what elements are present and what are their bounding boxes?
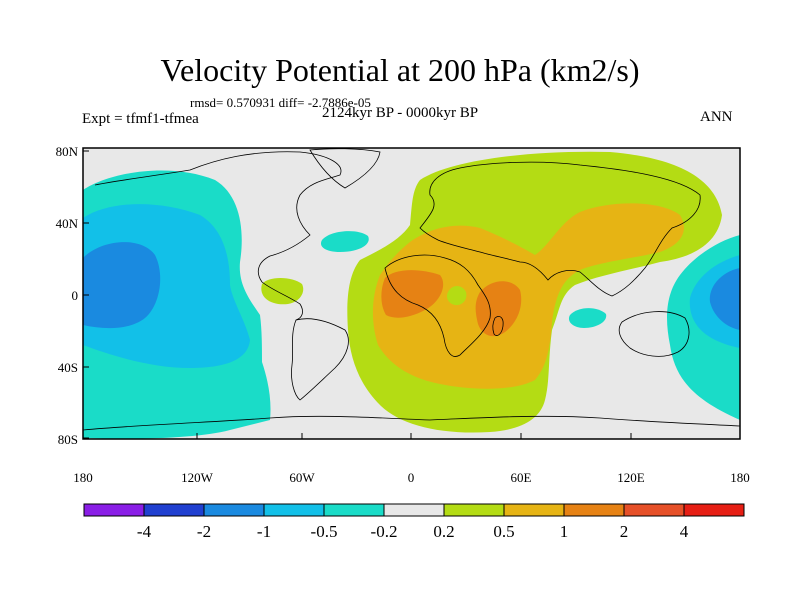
xlabel-120w: 120W [181,470,213,485]
colorbar-label: -2 [196,522,212,541]
plot-title: Velocity Potential at 200 hPa (km2/s) [160,52,640,88]
season-label: ANN [700,109,733,125]
xlabel-60e: 60E [510,470,532,485]
contour-field [83,148,740,439]
contour-neg-1-pacific-east [709,268,740,330]
ylabel-80n: 80N [55,144,78,159]
coast-africa [384,254,491,357]
colorbar-box [623,503,685,517]
coast-antarctica [83,415,740,431]
contour-pos-1-east-africa [475,281,522,337]
xlabel-120e: 120E [617,470,645,485]
rmsd-diff-stats: rmsd= 0.570931 diff= -2.7886e-05 [190,95,371,110]
colorbar-label: 0.5 [493,522,515,541]
colorbar-box [503,503,565,517]
coast-australia [618,311,690,357]
colorbar-label: 2 [619,522,629,541]
axis-ticks [83,150,632,439]
colorbar-label: 1 [559,522,569,541]
colorbar-label: 0.2 [433,522,455,541]
colorbar-label: -0.5 [310,522,338,541]
colorbar-box [443,503,505,517]
colorbar-box [263,503,325,517]
colorbar-box [143,503,205,517]
coast-north-america [94,151,342,321]
experiment-label: Expt = tfmf1-tfmea [82,111,199,127]
contour-neg-0.2-indian [568,308,607,328]
period-label: 2124kyr BP - 0000kyr BP [322,105,479,121]
colorbar-box [323,503,385,517]
xlabel-0: 0 [407,470,415,485]
coast-eurasia [419,161,701,297]
colorbar-label: -1 [256,522,272,541]
contour-pos-0.2-congo [446,286,467,306]
ylabel-40s: 40S [57,360,78,375]
contour-neg-1-pacific-west [83,242,161,329]
contour-neg-0.2-atlantic [320,231,369,252]
xlabel-180-west: 180 [73,470,93,485]
colorbar-box [203,503,265,517]
coast-south-america [291,318,349,401]
ylabel-80s: 80S [57,432,78,447]
ylabel-40n: 40N [55,216,78,231]
colorbar-box [563,503,625,517]
colorbar-label: 4 [679,522,689,541]
ylabel-0: 0 [71,288,79,303]
colorbar-box [683,503,745,517]
colorbar-box [383,503,445,517]
xlabel-180-east: 180 [730,470,750,485]
colorbar [83,503,745,517]
coast-madagascar [492,316,504,336]
contour-pos-1-africa [381,270,444,318]
colorbar-box [83,503,145,517]
xlabel-60w: 60W [289,470,315,485]
contour-pos-0.2-caribbean [261,278,304,305]
contour-pos-0.5-africa-asia [372,203,684,389]
coastlines [83,148,740,431]
colorbar-label: -0.2 [370,522,398,541]
colorbar-label: -4 [136,522,152,541]
